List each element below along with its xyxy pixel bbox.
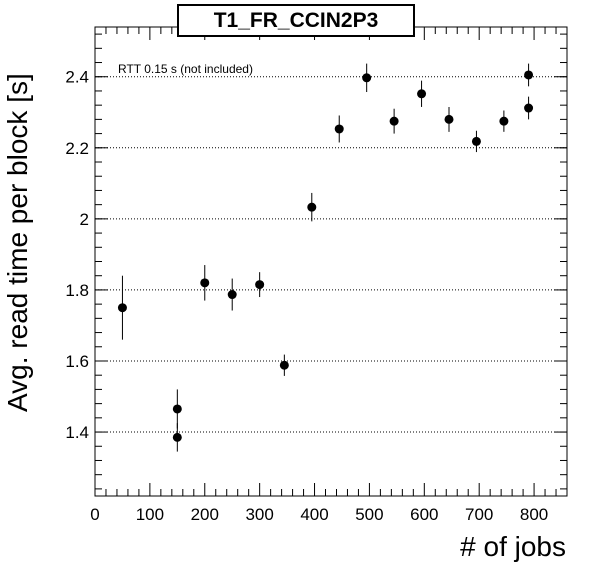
data-point bbox=[499, 116, 509, 126]
data-point bbox=[172, 404, 182, 414]
y-tick-label: 2.4 bbox=[65, 68, 89, 87]
y-tick-label: 2 bbox=[80, 210, 89, 229]
y-tick-label: 2.2 bbox=[65, 139, 89, 158]
data-point bbox=[417, 89, 427, 99]
data-point bbox=[524, 103, 534, 113]
x-tick-label: 400 bbox=[300, 505, 328, 524]
data-point bbox=[444, 114, 454, 124]
data-point bbox=[279, 360, 289, 370]
x-tick-label: 500 bbox=[355, 505, 383, 524]
data-point bbox=[227, 290, 237, 300]
y-tick-label: 1.6 bbox=[65, 352, 89, 371]
plot-frame bbox=[94, 26, 568, 497]
data-point bbox=[524, 70, 534, 80]
data-point bbox=[389, 116, 399, 126]
data-points bbox=[117, 63, 534, 452]
y-axis-title: Avg. read time per block [s] bbox=[2, 73, 33, 412]
data-point bbox=[172, 432, 182, 442]
x-axis-title: # of jobs bbox=[460, 531, 566, 562]
y-tick-label: 1.4 bbox=[65, 423, 89, 442]
data-point bbox=[471, 136, 481, 146]
y-tick-label: 1.8 bbox=[65, 281, 89, 300]
data-point bbox=[362, 73, 372, 83]
axes: 1.4 1.6 1.8 2 2.2 2.4 0 100 200 300 400 500 600 700 80… bbox=[65, 26, 568, 524]
x-tick-label: 0 bbox=[90, 505, 99, 524]
data-point bbox=[255, 280, 265, 290]
x-tick-label: 700 bbox=[465, 505, 493, 524]
data-point bbox=[200, 278, 210, 288]
x-tick-label: 300 bbox=[245, 505, 273, 524]
data-point bbox=[307, 202, 317, 212]
annotation-note: RTT 0.15 s (not included) bbox=[118, 62, 253, 76]
data-point bbox=[117, 303, 127, 313]
x-tick-label: 800 bbox=[520, 505, 548, 524]
x-tick-label: 200 bbox=[191, 505, 219, 524]
x-tick-label: 600 bbox=[410, 505, 438, 524]
chart-title-box: T1_FR_CCIN2P3 bbox=[177, 4, 415, 37]
chart-title: T1_FR_CCIN2P3 bbox=[213, 8, 379, 32]
x-tick-label: 100 bbox=[136, 505, 164, 524]
grid-lines bbox=[95, 76, 567, 433]
data-point bbox=[334, 124, 344, 134]
